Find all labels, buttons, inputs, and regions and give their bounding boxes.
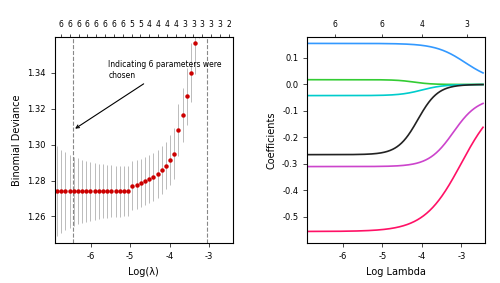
Y-axis label: Binomial Deviance: Binomial Deviance: [12, 94, 22, 186]
X-axis label: Log Lambda: Log Lambda: [366, 267, 426, 277]
Y-axis label: Coefficients: Coefficients: [266, 111, 276, 169]
Text: Indicating 6 parameters were
chosen: Indicating 6 parameters were chosen: [76, 60, 222, 128]
X-axis label: Log(λ): Log(λ): [128, 267, 159, 277]
